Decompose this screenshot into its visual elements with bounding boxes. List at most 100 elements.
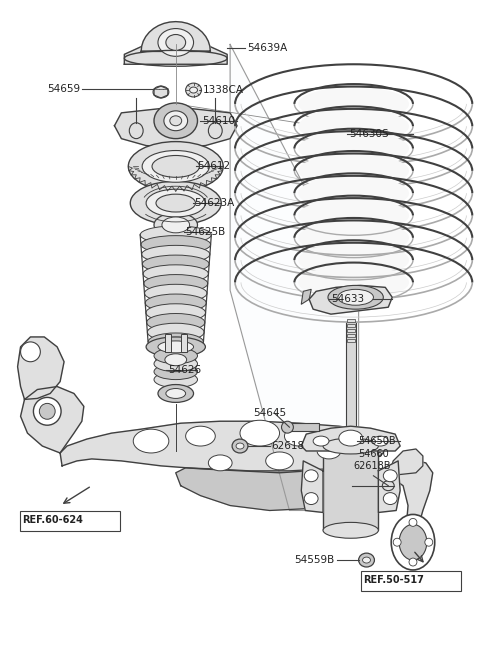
Bar [346,322,356,441]
Ellipse shape [146,304,205,322]
Ellipse shape [158,28,193,56]
Polygon shape [388,461,433,565]
Bar [289,423,319,431]
Ellipse shape [186,426,216,446]
Ellipse shape [298,265,409,299]
Polygon shape [176,466,373,510]
Text: 54626: 54626 [168,365,201,375]
Ellipse shape [298,243,409,277]
Ellipse shape [208,455,232,471]
Text: 54610: 54610 [203,116,235,126]
Ellipse shape [154,348,197,363]
Ellipse shape [359,553,374,567]
Ellipse shape [158,385,193,402]
Bar [323,446,378,530]
Ellipse shape [393,538,401,546]
Bar [165,334,171,352]
Ellipse shape [39,403,55,419]
Ellipse shape [190,87,197,93]
Polygon shape [301,289,311,305]
Ellipse shape [298,87,409,120]
Ellipse shape [140,226,211,244]
Text: 1338CA: 1338CA [203,85,243,95]
Text: 54639A: 54639A [247,44,287,54]
Text: 54630S: 54630S [349,128,388,138]
Ellipse shape [133,429,169,453]
Ellipse shape [313,436,329,446]
Ellipse shape [317,443,341,459]
Ellipse shape [154,213,197,237]
Ellipse shape [372,436,388,446]
Ellipse shape [409,558,417,566]
Text: 54625B: 54625B [186,227,226,237]
Ellipse shape [232,439,248,453]
Ellipse shape [148,333,204,351]
Ellipse shape [147,323,204,341]
Ellipse shape [154,355,197,371]
Polygon shape [124,44,227,64]
Polygon shape [154,86,168,98]
Ellipse shape [141,236,211,254]
Ellipse shape [399,524,427,560]
Text: REF.50-517: REF.50-517 [363,575,424,585]
Ellipse shape [304,493,318,504]
Ellipse shape [142,246,210,263]
Polygon shape [114,107,237,148]
Text: 54645: 54645 [253,408,286,418]
Ellipse shape [298,176,409,210]
Bar [180,334,187,352]
Ellipse shape [298,154,409,188]
Polygon shape [301,426,400,451]
Text: 54650B: 54650B [359,436,396,446]
Ellipse shape [154,371,197,387]
Ellipse shape [383,481,394,491]
Text: 54559B: 54559B [295,555,335,565]
Bar [347,339,355,342]
Ellipse shape [129,122,143,138]
Ellipse shape [128,142,223,191]
Ellipse shape [425,538,433,546]
Ellipse shape [158,341,193,353]
Ellipse shape [323,438,378,454]
Polygon shape [378,461,400,512]
Ellipse shape [146,189,205,217]
Text: 54660: 54660 [359,449,389,459]
Ellipse shape [362,557,371,563]
Ellipse shape [266,452,293,470]
Bar [347,319,355,322]
Ellipse shape [164,111,188,130]
Ellipse shape [323,522,378,538]
Ellipse shape [384,470,397,482]
Ellipse shape [156,349,195,371]
Ellipse shape [285,426,314,446]
Ellipse shape [152,156,200,177]
Ellipse shape [162,217,190,233]
Ellipse shape [154,103,197,138]
Ellipse shape [143,265,208,283]
Ellipse shape [298,132,409,166]
Ellipse shape [384,493,397,504]
Ellipse shape [281,421,293,433]
Ellipse shape [391,514,435,570]
Ellipse shape [146,314,205,332]
Text: REF.60-624: REF.60-624 [23,516,84,526]
Polygon shape [21,387,84,453]
Ellipse shape [298,221,409,255]
Text: 62618B: 62618B [354,461,391,471]
Ellipse shape [304,470,318,482]
Polygon shape [388,449,423,476]
Ellipse shape [208,122,222,138]
Text: 62618: 62618 [272,441,305,451]
Ellipse shape [144,284,207,302]
Ellipse shape [338,289,373,305]
Ellipse shape [144,275,208,293]
Ellipse shape [130,181,221,225]
Polygon shape [230,44,359,510]
Ellipse shape [145,294,206,312]
Polygon shape [301,461,323,512]
Ellipse shape [409,518,417,526]
Ellipse shape [142,150,209,182]
Ellipse shape [153,86,169,98]
Polygon shape [18,337,64,399]
Ellipse shape [154,363,197,379]
